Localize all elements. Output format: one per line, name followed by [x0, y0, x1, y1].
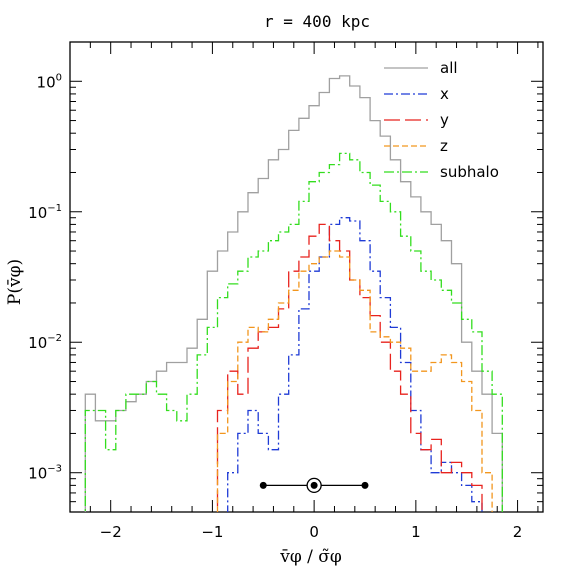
- legend-label-y: y: [440, 111, 449, 129]
- x-tick-label: −1: [201, 523, 223, 541]
- y-tick-label: 10−3: [28, 464, 62, 483]
- errorbar-end: [361, 481, 369, 489]
- ticks-layer: −2 −1 0 1 2 10−3 10−2 10−1 100: [28, 41, 543, 541]
- y-tick-label: 100: [37, 72, 62, 91]
- series-layer: [84, 75, 503, 512]
- x-tick-label: 2: [513, 523, 523, 541]
- series-y: [216, 223, 483, 512]
- errorbar-end: [259, 481, 267, 489]
- legend-label-x: x: [440, 85, 449, 103]
- series-subhalo: [84, 152, 503, 512]
- x-tick-label: −2: [100, 523, 122, 541]
- plot-frame: [69, 41, 544, 513]
- series-x: [227, 217, 483, 512]
- errorbar-center-dot: [310, 481, 318, 489]
- y-tick-label: 10−2: [28, 333, 62, 352]
- series-z: [216, 250, 493, 512]
- errorbar-layer: [259, 477, 369, 494]
- legend-label-all: all: [440, 59, 458, 77]
- series-all: [84, 75, 503, 512]
- x-tick-label: 1: [411, 523, 421, 541]
- legend: all xyz subhalo: [384, 59, 499, 181]
- legend-label-z: z: [440, 137, 448, 155]
- chart-title: r = 400 kpc: [264, 12, 370, 31]
- legend-label-subhalo: subhalo: [440, 163, 499, 181]
- x-tick-label: 0: [309, 523, 319, 541]
- y-tick-label: 10−1: [28, 203, 62, 222]
- x-axis-label: v̄φ / σ̃φ: [279, 547, 342, 567]
- y-axis-label: P(v̄φ): [5, 259, 25, 305]
